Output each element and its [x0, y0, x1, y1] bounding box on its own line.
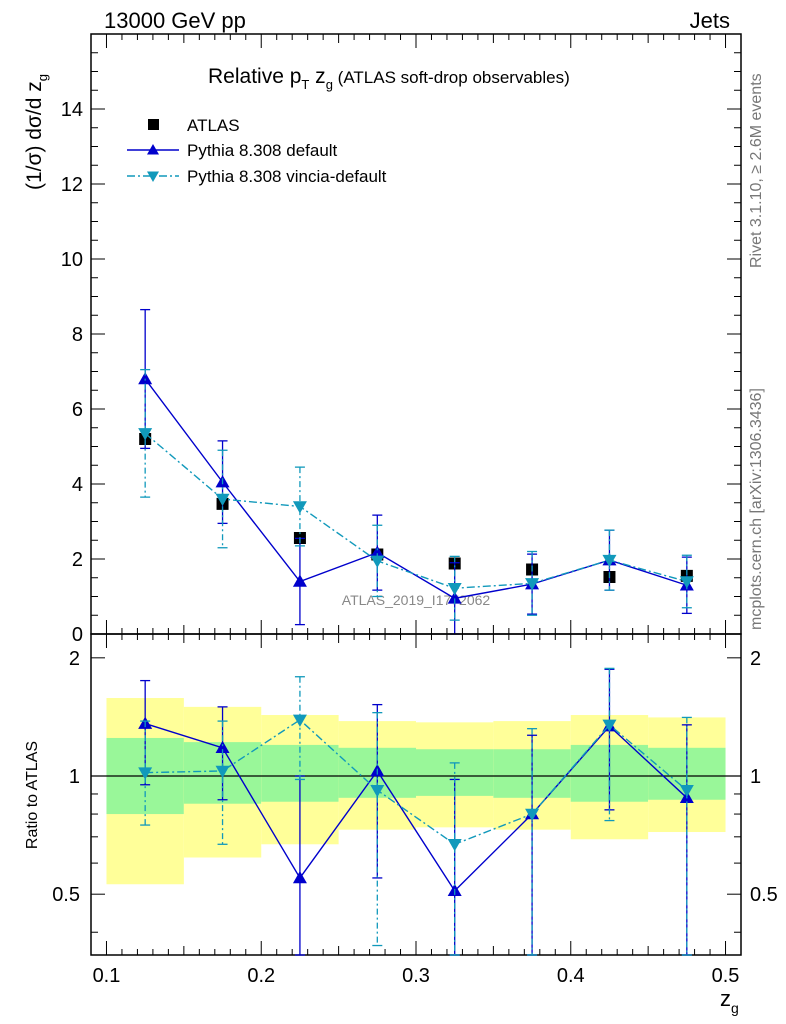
default-line — [144, 378, 688, 600]
vincia-point — [602, 554, 617, 568]
ratio-ylabel: Ratio to ATLAS — [24, 741, 41, 849]
legend-default-marker — [147, 144, 159, 155]
ratio-vincia-point — [370, 784, 385, 798]
legend-label: Pythia 8.308 vincia-default — [187, 167, 387, 186]
main-ytick-label: 4 — [72, 474, 83, 496]
ratio-xtick-label: 0.5 — [712, 965, 740, 987]
main-ylabel: (1/σ) dσ/d zg — [23, 74, 50, 190]
ratio-ytick-label-left: 2 — [69, 648, 80, 670]
ratio-xtick-label: 0.1 — [93, 965, 121, 987]
default-point — [370, 545, 385, 558]
vincia-line — [144, 432, 688, 589]
ratio-xtick-label: 0.2 — [247, 965, 275, 987]
ratio-xtick-label: 0.4 — [557, 965, 585, 987]
default-point — [292, 574, 307, 587]
ratio-ytick-label-right: 0.5 — [750, 884, 778, 906]
vincia-point — [215, 493, 230, 506]
ratio-vincia-point — [602, 719, 617, 732]
ratio-bands — [106, 698, 726, 885]
mcplots-label: mcplots.cern.ch [arXiv:1306.3436] — [748, 388, 765, 630]
legend-vincia-marker — [147, 171, 159, 182]
ratio-xtick-label: 0.3 — [402, 965, 430, 987]
ratio-vincia-point — [525, 808, 540, 822]
main-panel-series — [138, 308, 694, 635]
analysis-watermark: ATLAS_2019_I1772062 — [342, 592, 491, 608]
ratio-ytick-label-left: 0.5 — [52, 884, 80, 906]
ratio-vincia-point — [679, 784, 694, 798]
ratio-vincia-point — [447, 839, 462, 852]
default-point — [138, 372, 153, 385]
ratio-default-point — [215, 740, 230, 754]
vincia-point — [292, 501, 307, 514]
ratio-ytick-label-right: 1 — [750, 766, 761, 788]
ratio-vincia-point — [292, 714, 307, 727]
vincia-point — [525, 578, 540, 591]
main-ytick-label: 6 — [72, 399, 83, 421]
collision-label: 13000 GeV pp — [104, 8, 246, 33]
ratio-ytick-label-right: 2 — [750, 648, 761, 670]
default-point — [447, 591, 462, 604]
main-ytick-label: 10 — [61, 249, 83, 271]
vincia-point — [370, 555, 385, 568]
ratio-panel-series — [138, 667, 694, 956]
main-ytick-label: 14 — [61, 99, 83, 121]
ratio-panel-axes: 0.5 0.5 1 1 2 2 0.1 0.2 0.3 0.4 0.5 — [52, 633, 778, 987]
main-ytick-label: 12 — [61, 174, 83, 196]
jets-label: Jets — [690, 8, 730, 33]
rivet-label: Rivet 3.1.10, ≥ 2.6M events — [748, 73, 765, 268]
legend-label: ATLAS — [187, 116, 240, 135]
main-panel-axes: 0 2 4 6 8 10 12 14 — [61, 33, 742, 646]
vincia-point — [679, 576, 694, 589]
xlabel: zg — [720, 986, 739, 1016]
legend-atlas-marker — [148, 119, 159, 130]
main-ytick-label: 8 — [72, 324, 83, 346]
vincia-point — [138, 428, 153, 441]
plot-title: Relative pT zg (ATLAS soft-drop observab… — [208, 65, 570, 92]
ratio-vincia-point — [138, 767, 153, 780]
legend-label: Pythia 8.308 default — [187, 141, 338, 160]
legend: ATLAS Pythia 8.308 default Pythia 8.308 vi… — [127, 116, 387, 186]
main-ytick-label: 2 — [72, 549, 83, 571]
main-ytick-label: 0 — [72, 624, 83, 646]
ratio-vincia-point — [215, 765, 230, 778]
ratio-vincia-line — [145, 718, 688, 846]
ratio-default-point — [292, 870, 307, 884]
ratio-ytick-label-left: 1 — [69, 766, 80, 788]
vincia-point — [447, 583, 462, 596]
